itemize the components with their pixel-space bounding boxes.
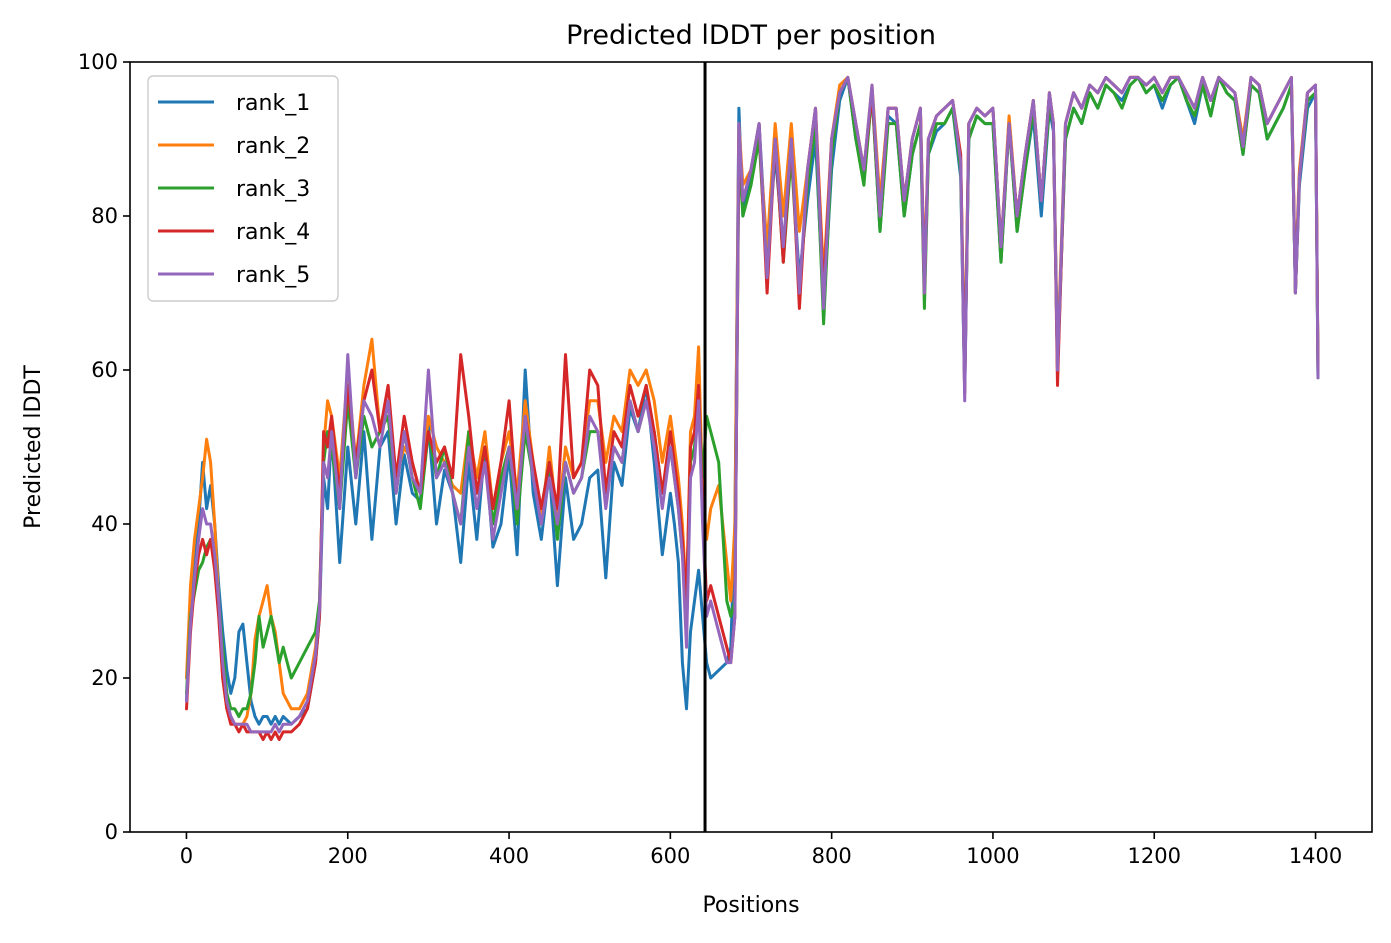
y-tick-label: 40 bbox=[91, 512, 118, 536]
y-tick-label: 0 bbox=[105, 820, 118, 844]
x-tick-label: 400 bbox=[489, 844, 529, 868]
x-axis-label: Positions bbox=[702, 893, 799, 918]
x-tick-label: 600 bbox=[650, 844, 690, 868]
x-tick-label: 200 bbox=[328, 844, 368, 868]
series-line-rank_3 bbox=[185, 75, 1320, 718]
y-tick-label: 100 bbox=[78, 50, 118, 74]
axes: 0 200 400 600 800 1000 1200 1400 0 20 40 60 80 100 bbox=[78, 50, 1373, 868]
y-axis-label: Predicted lDDT bbox=[21, 365, 46, 529]
x-tick-label: 1000 bbox=[966, 844, 1019, 868]
x-tick-label: 1400 bbox=[1289, 844, 1342, 868]
x-tick-label: 800 bbox=[812, 844, 852, 868]
legend-label-rank_5: rank_5 bbox=[236, 263, 310, 288]
legend-label-rank_3: rank_3 bbox=[236, 177, 310, 202]
y-tick-label: 80 bbox=[91, 204, 118, 228]
x-tick-label: 1200 bbox=[1128, 844, 1181, 868]
legend: rank_1 rank_2 rank_3 rank_4 rank_5 bbox=[147, 75, 339, 302]
chart-title: Predicted lDDT per position bbox=[566, 20, 936, 51]
legend-box bbox=[147, 75, 339, 302]
plot-area bbox=[185, 62, 1320, 832]
legend-label-rank_1: rank_1 bbox=[236, 91, 310, 116]
x-tick-label: 0 bbox=[180, 844, 193, 868]
series-group bbox=[185, 75, 1320, 742]
axes-frame bbox=[129, 61, 1373, 833]
series-line-rank_5 bbox=[185, 75, 1320, 734]
legend-label-rank_2: rank_2 bbox=[236, 134, 310, 159]
y-tick-label: 20 bbox=[91, 666, 118, 690]
legend-label-rank_4: rank_4 bbox=[236, 220, 310, 245]
y-tick-label: 60 bbox=[91, 358, 118, 382]
